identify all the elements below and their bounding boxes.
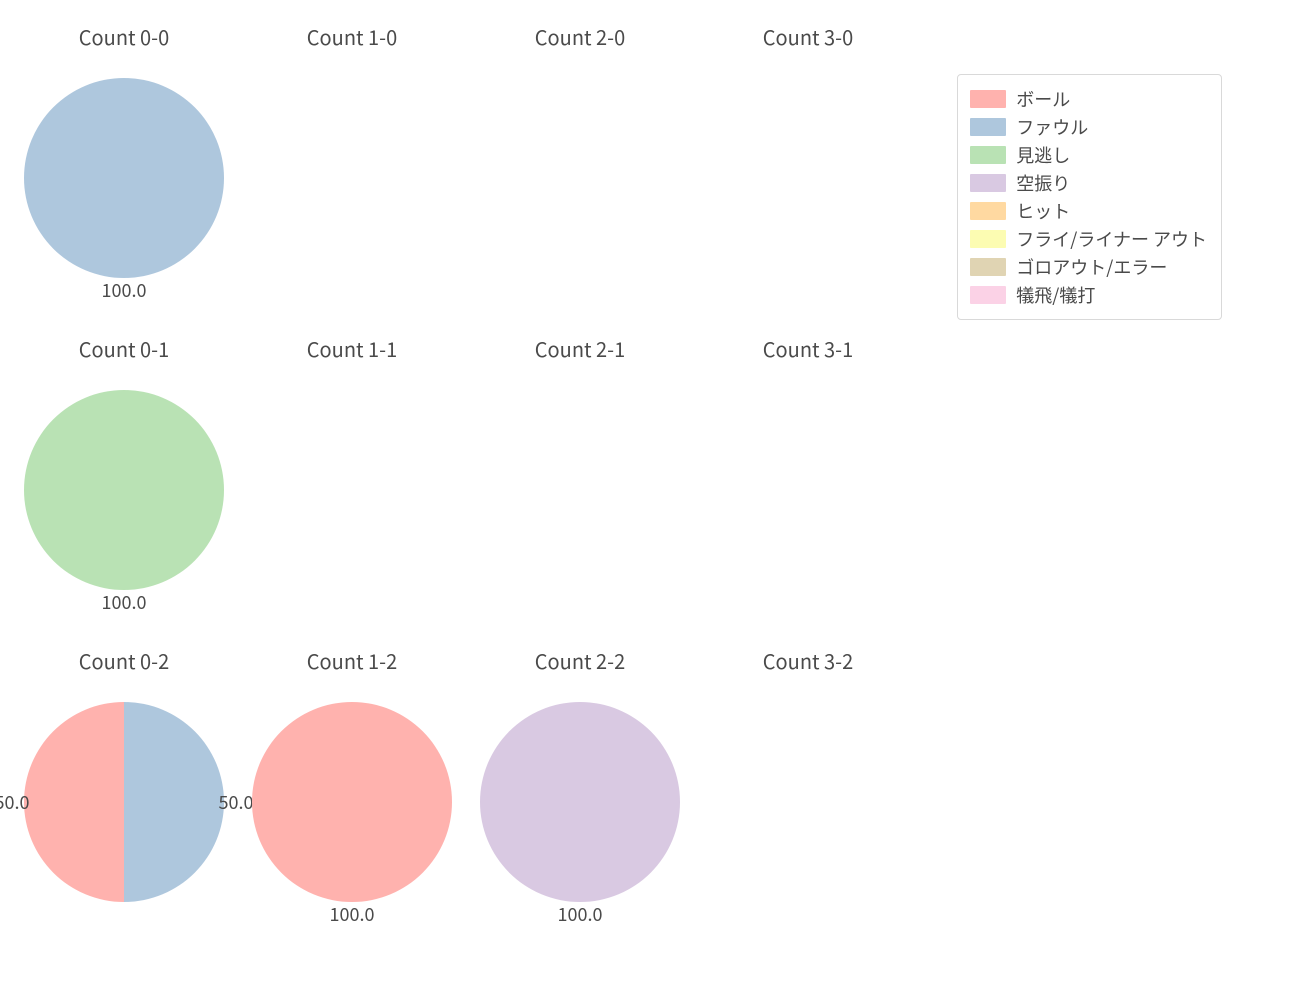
legend-label: ボール	[1016, 86, 1070, 112]
pie-chart: 50.050.0	[24, 702, 224, 902]
panel-title: Count 0-1	[10, 334, 238, 363]
legend-item-looking: 見逃し	[970, 141, 1207, 169]
legend-swatch	[970, 202, 1006, 220]
legend-item-foul: ファウル	[970, 113, 1207, 141]
legend-swatch	[970, 230, 1006, 248]
slice-label: 100.0	[102, 277, 147, 303]
pie-grid: Count 0-0100.0Count 1-0Count 2-0Count 3-…	[10, 10, 930, 946]
pie-disc	[480, 702, 680, 902]
legend-swatch	[970, 174, 1006, 192]
panel-c01: Count 0-1 100.0	[10, 322, 238, 634]
legend-item-swing: 空振り	[970, 169, 1207, 197]
legend-swatch	[970, 286, 1006, 304]
panel-c21: Count 2-1	[466, 322, 694, 634]
legend-item-ground: ゴロアウト/エラー	[970, 253, 1207, 281]
legend-label: ヒット	[1016, 198, 1070, 224]
panel-c22: Count 2-2 100.0	[466, 634, 694, 946]
pie-disc	[24, 78, 224, 278]
panel-c30: Count 3-0	[694, 10, 922, 322]
legend-label: ゴロアウト/エラー	[1016, 254, 1167, 280]
panel-c20: Count 2-0	[466, 10, 694, 322]
panel-c12: Count 1-2 100.0	[238, 634, 466, 946]
slice-label: 100.0	[558, 901, 603, 927]
panel-title: Count 1-0	[238, 22, 466, 51]
slice-label: 100.0	[330, 901, 375, 927]
legend-item-ball: ボール	[970, 85, 1207, 113]
legend-label: フライ/ライナー アウト	[1016, 226, 1207, 252]
pie-chart: 100.0	[252, 702, 452, 902]
legend-item-flyliner: フライ/ライナー アウト	[970, 225, 1207, 253]
panel-title: Count 2-1	[466, 334, 694, 363]
slice-label: 50.0	[0, 789, 29, 815]
legend-item-hit: ヒット	[970, 197, 1207, 225]
panel-title: Count 0-2	[10, 646, 238, 675]
panel-title: Count 1-2	[238, 646, 466, 675]
pie-chart: 100.0	[24, 390, 224, 590]
pie-chart: 100.0	[24, 78, 224, 278]
legend-swatch	[970, 118, 1006, 136]
pie-disc	[252, 702, 452, 902]
pie-chart: 100.0	[480, 702, 680, 902]
slice-label: 100.0	[102, 589, 147, 615]
panel-c11: Count 1-1	[238, 322, 466, 634]
legend-swatch	[970, 146, 1006, 164]
chart-canvas: Count 0-0100.0Count 1-0Count 2-0Count 3-…	[0, 0, 1300, 1000]
legend-swatch	[970, 90, 1006, 108]
pie-disc	[24, 390, 224, 590]
panel-c31: Count 3-1	[694, 322, 922, 634]
legend-label: 空振り	[1016, 170, 1070, 196]
panel-title: Count 3-0	[694, 22, 922, 51]
panel-title: Count 0-0	[10, 22, 238, 51]
legend-label: ファウル	[1016, 114, 1088, 140]
panel-title: Count 3-1	[694, 334, 922, 363]
legend-label: 犠飛/犠打	[1016, 282, 1095, 308]
legend-label: 見逃し	[1016, 142, 1070, 168]
legend-item-sac: 犠飛/犠打	[970, 281, 1207, 309]
panel-title: Count 2-2	[466, 646, 694, 675]
panel-c00: Count 0-0 100.0	[10, 10, 238, 322]
panel-c32: Count 3-2	[694, 634, 922, 946]
pie-disc	[24, 702, 224, 902]
panel-title: Count 1-1	[238, 334, 466, 363]
panel-title: Count 3-2	[694, 646, 922, 675]
panel-title: Count 2-0	[466, 22, 694, 51]
legend: ボールファウル見逃し空振りヒットフライ/ライナー アウトゴロアウト/エラー犠飛/…	[957, 74, 1222, 320]
legend-swatch	[970, 258, 1006, 276]
panel-c02: Count 0-2 50.050.0	[10, 634, 238, 946]
panel-c10: Count 1-0	[238, 10, 466, 322]
